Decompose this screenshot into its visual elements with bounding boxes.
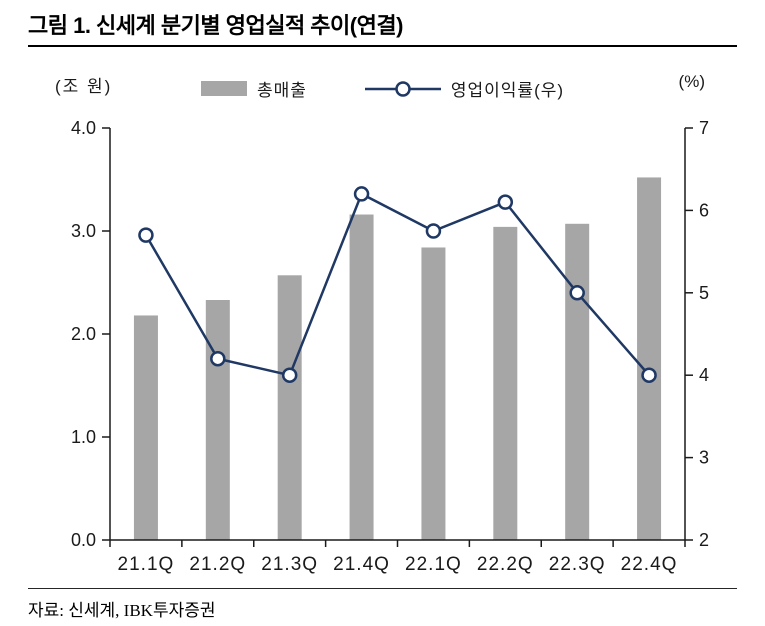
bar-22.3Q <box>565 223 590 540</box>
line-marker-icon <box>364 80 441 98</box>
bar-21.1Q <box>133 315 158 540</box>
left-tick-label: 0.0 <box>71 530 96 550</box>
right-tick-label: 5 <box>699 283 709 303</box>
title-divider <box>28 45 737 47</box>
marker-21.4Q <box>353 186 370 202</box>
legend-label-line: 영업이익률(우) <box>450 81 565 100</box>
marker-22.1Q <box>425 223 442 239</box>
right-tick-label: 4 <box>699 365 709 385</box>
chart-legend: 총매출 영업이익률(우) <box>0 76 765 101</box>
x-label-22.3Q: 22.3Q <box>549 554 606 575</box>
right-axis-unit: (%) <box>678 72 705 91</box>
bar-21.3Q <box>277 275 302 540</box>
x-label-22.4Q: 22.4Q <box>621 554 678 575</box>
source-note: 자료: 신세계, IBK투자증권 <box>28 601 216 620</box>
right-tick-label: 6 <box>699 200 709 220</box>
x-label-21.2Q: 21.2Q <box>189 554 246 575</box>
figure-title: 그림 1. 신세계 분기별 영업실적 추이(연결) <box>28 13 403 38</box>
x-label-22.1Q: 22.1Q <box>405 554 462 575</box>
marker-21.1Q <box>138 227 154 243</box>
line-series <box>144 192 651 377</box>
x-label-22.2Q: 22.2Q <box>477 554 534 575</box>
left-axis-unit: (조 원) <box>55 77 113 96</box>
marker-21.3Q <box>281 367 298 383</box>
left-tick-label: 3.0 <box>71 221 96 241</box>
bar-21.2Q <box>205 300 230 540</box>
marker-22.4Q <box>641 367 657 383</box>
x-label-21.3Q: 21.3Q <box>261 554 318 575</box>
marker-22.2Q <box>497 194 514 210</box>
bar-22.1Q <box>421 247 446 541</box>
source-divider <box>28 588 737 589</box>
bar-21.4Q <box>349 214 374 540</box>
left-tick-label: 1.0 <box>71 427 96 447</box>
bar-22.4Q <box>637 177 662 540</box>
left-tick-label: 2.0 <box>71 324 96 344</box>
legend-label-bar: 총매출 <box>256 81 307 100</box>
bar-22.2Q <box>493 226 518 540</box>
chart-plot: 0.0 1.0 2.0 3.0 4.0 2 3 4 5 6 7 21.1Q 21.2Q 21.3Q 21.4… <box>71 118 709 575</box>
right-tick-label: 3 <box>699 448 709 468</box>
right-tick-label: 7 <box>699 118 709 138</box>
marker-22.3Q <box>569 285 585 301</box>
legend-item-line: 영업이익률(우) <box>364 76 565 101</box>
bar-swatch-icon <box>200 81 247 96</box>
right-tick-label: 2 <box>699 530 709 550</box>
legend-item-bar: 총매출 <box>200 76 307 101</box>
marker-21.2Q <box>210 350 226 367</box>
x-label-21.4Q: 21.4Q <box>333 554 390 575</box>
x-label-21.1Q: 21.1Q <box>118 554 175 575</box>
left-tick-label: 4.0 <box>71 118 96 138</box>
